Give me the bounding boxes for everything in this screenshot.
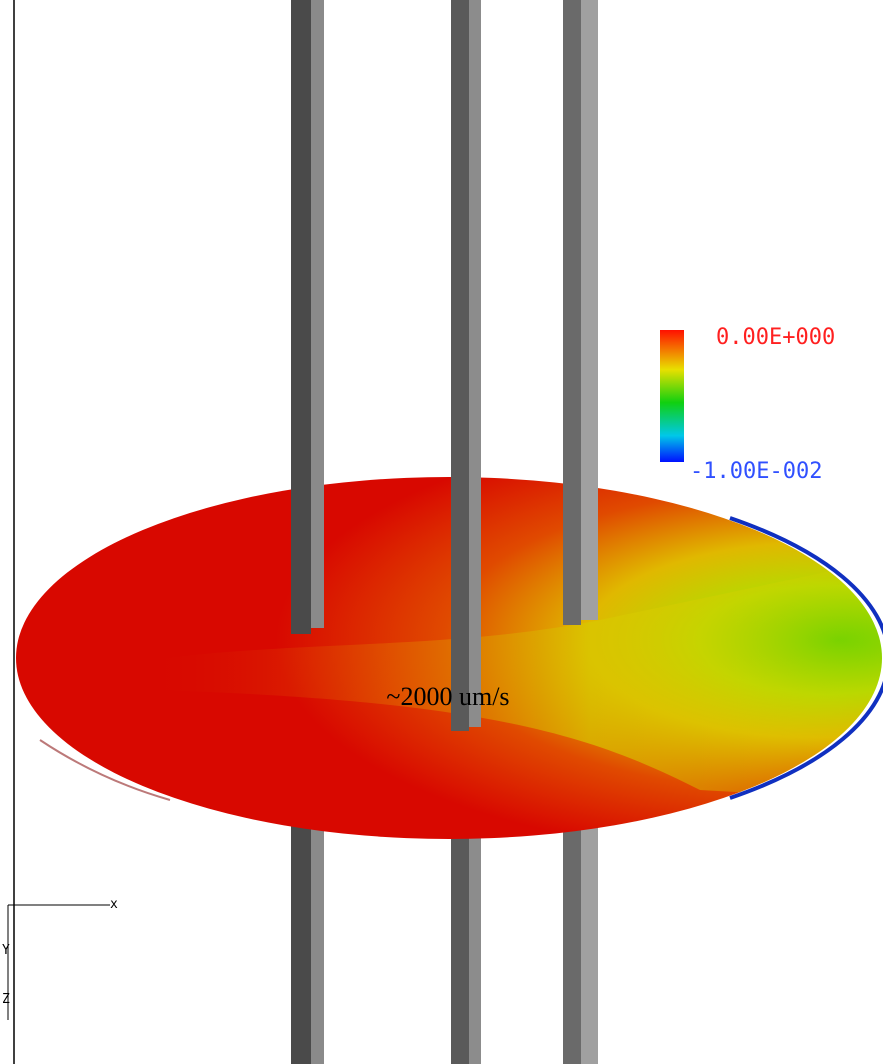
colorbar-max-label: 0.00E+000: [716, 325, 835, 350]
colorbar-min-label: -1.00E-002: [690, 459, 822, 484]
visualization: ~2000 um/s 0.00E+000 -1.00E-002 x Y Z: [0, 0, 883, 1064]
axis-z-label: Z: [2, 992, 10, 1007]
axis-x-label: x: [110, 897, 118, 912]
axis-triad: x Y Z: [2, 897, 118, 1020]
disk: [16, 477, 883, 839]
axis-y-label: Y: [2, 943, 10, 958]
annotation: ~2000 um/s: [386, 682, 509, 711]
colorbar: [660, 330, 684, 462]
